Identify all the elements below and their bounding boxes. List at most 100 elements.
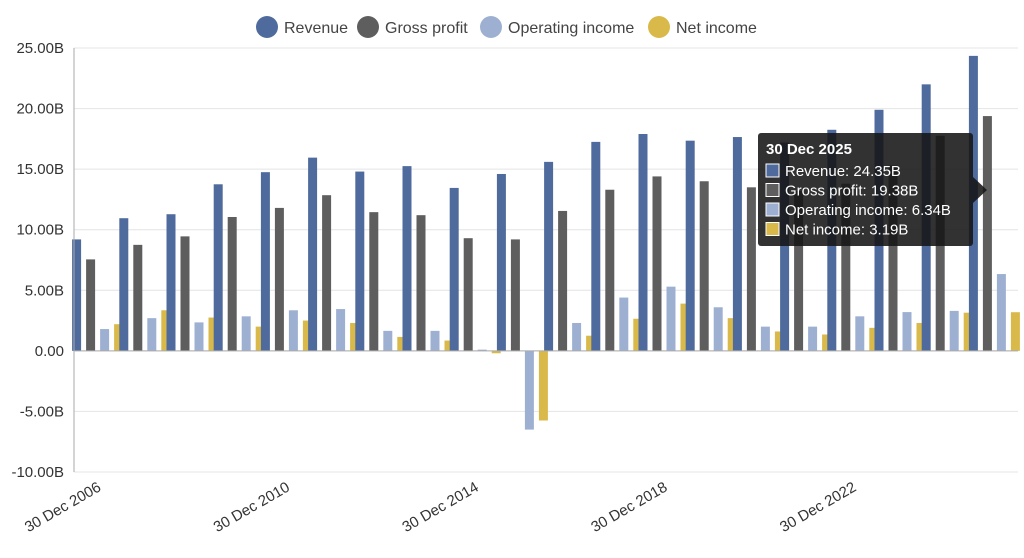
bar: [255, 326, 265, 351]
bar: [869, 327, 879, 351]
bar: [133, 244, 143, 351]
axes: [73, 48, 1018, 472]
y-tick-label: 0.00: [35, 343, 64, 360]
legend-marker: [648, 16, 670, 38]
bar: [808, 326, 818, 351]
bar: [1010, 312, 1020, 351]
tooltip-swatch: [765, 202, 780, 217]
bar: [491, 350, 501, 354]
bar: [336, 309, 346, 351]
bar: [180, 236, 190, 351]
bar: [161, 310, 171, 351]
bar: [605, 189, 615, 351]
bar: [746, 187, 756, 351]
tooltip-line: Revenue: 24.35B: [785, 163, 901, 180]
bar: [100, 329, 110, 351]
tooltip-swatch: [765, 183, 780, 197]
bar: [416, 215, 426, 351]
tooltip: 30 Dec 2025 Revenue: 24.35B Gross profit: …: [758, 133, 987, 246]
bar: [302, 320, 312, 351]
legend-label: Operating income: [508, 20, 634, 37]
bar: [194, 322, 204, 351]
legend-label: Gross profit: [385, 20, 468, 37]
bar: [780, 142, 790, 351]
y-tick-label: 10.00B: [16, 222, 64, 239]
bar: [996, 274, 1006, 351]
bar: [114, 324, 124, 351]
bar: [166, 214, 176, 351]
bar: [713, 307, 723, 351]
y-tick-label: 5.00B: [25, 282, 64, 299]
bar: [586, 335, 596, 351]
bar: [619, 297, 629, 351]
bar: [760, 326, 770, 351]
bar: [260, 172, 270, 351]
y-tick-label: 25.00B: [16, 40, 64, 57]
bar: [949, 310, 959, 351]
bar: [727, 318, 737, 351]
x-tick-label: 30 Dec 2014: [399, 479, 481, 536]
bar: [968, 55, 978, 351]
bar: [510, 239, 520, 351]
bar: [288, 310, 298, 351]
bar: [463, 238, 473, 351]
bar: [855, 316, 865, 351]
bar: [902, 312, 912, 351]
bar: [86, 259, 96, 351]
bar: [732, 137, 742, 351]
bar: [633, 318, 643, 351]
bar: [888, 165, 898, 351]
bar: [538, 350, 548, 421]
bar: [119, 218, 129, 351]
bar: [524, 350, 534, 430]
bar: [685, 140, 695, 351]
bar: [666, 286, 676, 351]
tooltip-pointer: [973, 177, 987, 203]
bar: [982, 116, 992, 351]
bar: [638, 134, 648, 351]
bar: [241, 316, 251, 351]
legend-marker: [256, 16, 278, 38]
x-tick-label: 30 Dec 2018: [588, 479, 670, 536]
bar: [430, 330, 440, 351]
bar: [496, 173, 506, 351]
bar: [383, 330, 393, 351]
bar: [72, 239, 82, 351]
bar: [822, 334, 832, 351]
x-tick-label: 30 Dec 2022: [777, 479, 859, 536]
x-tick-label: 30 Dec 2010: [211, 479, 293, 536]
bar: [208, 317, 218, 351]
bar: [963, 312, 973, 351]
x-tick-label: 30 Dec 2006: [22, 479, 104, 536]
y-tick-label: -10.00B: [11, 464, 64, 481]
bars: [72, 55, 1020, 430]
bar: [558, 210, 568, 351]
legend-label: Net income: [676, 20, 757, 37]
y-axis-ticks: 25.00B 20.00B 15.00B 10.00B 5.00B 0.00 -5.00B -…: [11, 40, 64, 481]
bar: [841, 183, 851, 351]
bar: [402, 166, 412, 351]
bar: [774, 331, 784, 351]
y-tick-label: -5.00B: [20, 403, 64, 420]
tooltip-title: 30 Dec 2025: [766, 141, 852, 158]
bar: [355, 171, 365, 351]
bar: [213, 184, 223, 351]
y-tick-label: 20.00B: [16, 101, 64, 118]
bar: [699, 181, 709, 351]
tooltip-line: Net income: 3.19B: [785, 222, 908, 239]
tooltip-swatch: [765, 163, 780, 178]
legend-marker: [357, 16, 379, 38]
bar: [147, 318, 157, 351]
bar: [544, 161, 554, 351]
bar: [308, 157, 318, 351]
bar: [916, 322, 926, 351]
bar: [652, 176, 662, 351]
bar: [350, 322, 360, 351]
bar: [227, 216, 237, 351]
bar: [274, 207, 284, 351]
bar: [477, 349, 487, 351]
legend: Revenue Gross profit Operating income Net i…: [256, 16, 757, 38]
y-tick-label: 15.00B: [16, 161, 64, 178]
